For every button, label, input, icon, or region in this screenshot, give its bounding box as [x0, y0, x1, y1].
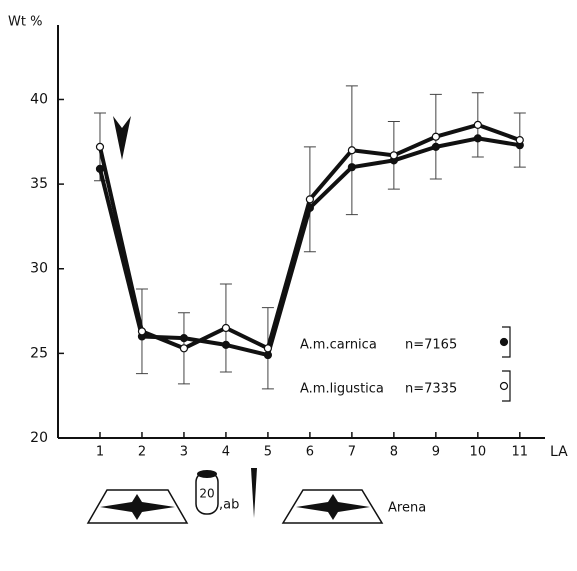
x-tick-label: 1: [96, 445, 104, 460]
point: [179, 334, 189, 343]
x-tick-label: 4: [222, 445, 230, 460]
x-tick-label: 2: [138, 445, 146, 460]
legend-label: A.m.ligustica: [300, 382, 384, 397]
point: [305, 203, 314, 212]
point: [263, 344, 273, 353]
point: [179, 344, 189, 353]
cylinder-label: 20: [199, 487, 214, 501]
point: [431, 142, 440, 151]
y-tick-label: 35: [30, 176, 48, 192]
legend-n: n=7335: [405, 382, 457, 397]
point: [263, 350, 273, 360]
x-axis-label: LA: [550, 444, 568, 460]
arrow: [113, 116, 131, 160]
point: [221, 340, 231, 350]
arena-label: Arena: [388, 501, 426, 516]
point: [95, 164, 105, 173]
point: [95, 142, 105, 151]
x-tick-label: 5: [264, 445, 272, 460]
x-tick-label: 9: [432, 445, 440, 460]
legend-marker: [499, 381, 509, 391]
y-tick-label: 30: [30, 261, 48, 277]
point: [137, 327, 147, 336]
y-tick-label: 40: [30, 91, 48, 107]
x-tick-label: 6: [306, 445, 314, 460]
x-tick-label: 8: [390, 445, 398, 460]
point: [221, 323, 231, 333]
y-tick-label: 20: [30, 430, 48, 446]
apparatus: [86, 468, 384, 524]
legend-label: A.m.carnica: [300, 338, 377, 353]
legend-marker: [499, 337, 509, 347]
point: [347, 146, 356, 155]
point: [473, 120, 482, 129]
legend-n: n=7165: [405, 338, 457, 353]
x-tick-label: 3: [180, 445, 188, 460]
x-tick-label: 10: [470, 445, 487, 460]
y-axis-label: Wt %: [8, 15, 42, 30]
legend-bracket: [502, 326, 511, 358]
point: [305, 195, 314, 204]
point: [389, 151, 398, 160]
x-tick-label: 11: [512, 445, 529, 460]
point: [431, 132, 440, 141]
point: [347, 163, 356, 172]
legend-bracket: [502, 370, 511, 402]
point: [515, 135, 524, 145]
x-tick-label: 7: [348, 445, 356, 460]
y-tick-label: 25: [30, 345, 48, 361]
cylinder-suffix: ,ab: [219, 498, 239, 513]
point: [473, 134, 482, 143]
